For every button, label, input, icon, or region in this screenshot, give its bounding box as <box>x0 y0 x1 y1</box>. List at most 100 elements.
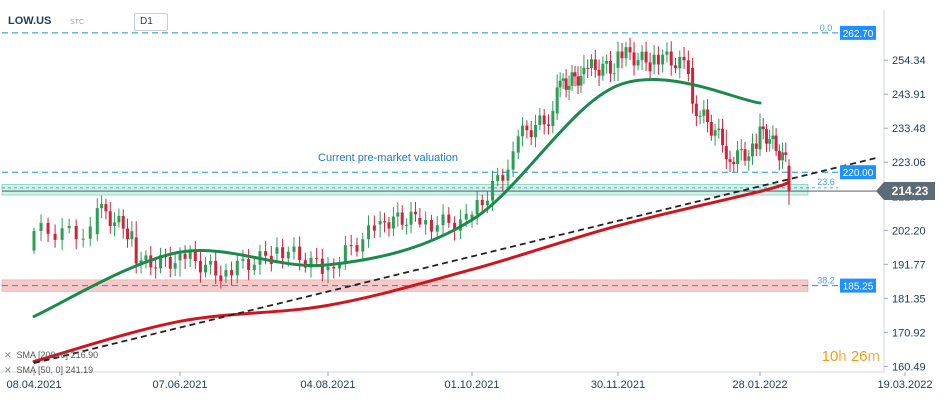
candle-body <box>673 65 677 69</box>
close-icon[interactable]: ✕ <box>4 365 12 375</box>
candle-body <box>597 69 601 76</box>
candle-body <box>555 87 559 114</box>
candle-body <box>183 253 187 259</box>
candle-body <box>88 226 92 239</box>
candle-body <box>154 267 158 269</box>
candle-body <box>632 52 636 66</box>
candle-body <box>413 211 417 215</box>
candle-body <box>702 109 706 116</box>
candle-body <box>768 139 772 144</box>
candle-body <box>669 51 673 66</box>
candle-body <box>480 199 484 206</box>
y-tick-label: 254.34 <box>892 55 926 67</box>
candle-body <box>624 47 628 59</box>
axis-layer: 160.49170.92181.35191.77202.20212.63223.… <box>0 10 933 391</box>
candle-body <box>315 257 319 259</box>
level-price-label: 262.70 <box>840 25 876 40</box>
candle-body <box>736 150 740 165</box>
candle-body <box>139 260 143 264</box>
indicator-value: 216.90 <box>70 350 99 360</box>
candle-body <box>652 54 656 65</box>
candle-body <box>209 261 213 265</box>
symbol-sub-label: STC <box>70 19 84 26</box>
x-tick-label: 28.01.2022 <box>732 379 787 391</box>
candle-body <box>754 143 758 149</box>
y-tick-label: 191.77 <box>892 259 926 271</box>
candle-body <box>372 225 376 231</box>
candle-body <box>582 67 586 75</box>
candle-body <box>39 222 43 231</box>
timeframe-label: D1 <box>140 16 153 27</box>
candle-body <box>709 122 713 136</box>
candle-body <box>764 129 768 144</box>
current-price-text: 214.23 <box>892 184 929 198</box>
candle-body <box>601 63 605 76</box>
session-timer: 10h 26m <box>822 348 880 365</box>
indicator-legend-sma200[interactable]: ✕ SMA [200, 0] 216.90 <box>4 350 98 361</box>
candle-body <box>286 251 290 259</box>
candle-body <box>343 245 347 263</box>
candle-body <box>235 260 239 276</box>
indicator-name: SMA [200, 0] <box>16 350 69 360</box>
candle-body <box>698 115 702 117</box>
timer-hours-unit: h <box>838 348 847 365</box>
candle-body <box>743 149 747 161</box>
candle-body <box>724 146 728 160</box>
candle-body <box>558 80 562 88</box>
candle-body <box>464 213 468 220</box>
candle-body <box>349 245 353 247</box>
candle-body <box>620 51 624 59</box>
candle-body <box>204 264 208 273</box>
candle-body <box>551 110 555 126</box>
candle-body <box>230 270 234 276</box>
candle-body <box>168 256 172 269</box>
x-tick-label: 04.08.2021 <box>300 379 355 391</box>
candle-body <box>547 124 551 126</box>
candle-body <box>108 211 112 227</box>
candle-body <box>121 215 125 229</box>
indicator-legend-sma50[interactable]: ✕ SMA [50, 0] 241.19 <box>4 365 93 376</box>
timeframe-select[interactable]: D1 <box>134 13 168 31</box>
current-price-bg <box>876 182 935 201</box>
x-tick-label: 19.03.2022 <box>877 379 932 391</box>
candle-body <box>636 60 640 66</box>
candle-body <box>758 126 762 150</box>
trendline <box>33 156 879 364</box>
candle-body <box>593 59 597 70</box>
candle-body <box>67 225 71 229</box>
candle-body <box>367 225 371 240</box>
close-icon[interactable]: ✕ <box>4 350 12 360</box>
candle-body <box>104 204 108 212</box>
level-label-bg <box>840 25 876 40</box>
candle-body <box>485 200 489 206</box>
candle-body <box>475 199 479 215</box>
candle-body <box>628 47 632 53</box>
candle-body <box>418 217 422 225</box>
timer-minutes-unit: m <box>867 348 881 365</box>
candle-body <box>400 212 404 225</box>
candle-body <box>281 247 285 259</box>
candle-body <box>608 60 612 74</box>
x-tick-label: 30.11.2021 <box>591 379 645 391</box>
candle-body <box>383 221 387 223</box>
candle-body <box>564 78 568 90</box>
x-tick-label: 01.10.2021 <box>444 379 499 391</box>
candle-body <box>332 266 336 269</box>
fib-label: 23.6 <box>817 177 835 187</box>
candle-body <box>644 51 648 63</box>
candle-body <box>453 222 457 231</box>
candle-body <box>100 204 104 209</box>
level-label-text: 220.00 <box>843 168 874 179</box>
candle-body <box>387 222 391 229</box>
sma50-line <box>32 77 762 318</box>
level-label-bg <box>840 165 876 180</box>
candle-body <box>648 62 652 72</box>
candle-body <box>713 130 717 136</box>
candle-body <box>576 76 580 86</box>
candle-body <box>781 152 785 161</box>
candle-body <box>46 222 50 234</box>
candle-body <box>732 161 736 165</box>
timer-hours: 10 <box>821 348 839 365</box>
candle-body <box>470 214 474 222</box>
